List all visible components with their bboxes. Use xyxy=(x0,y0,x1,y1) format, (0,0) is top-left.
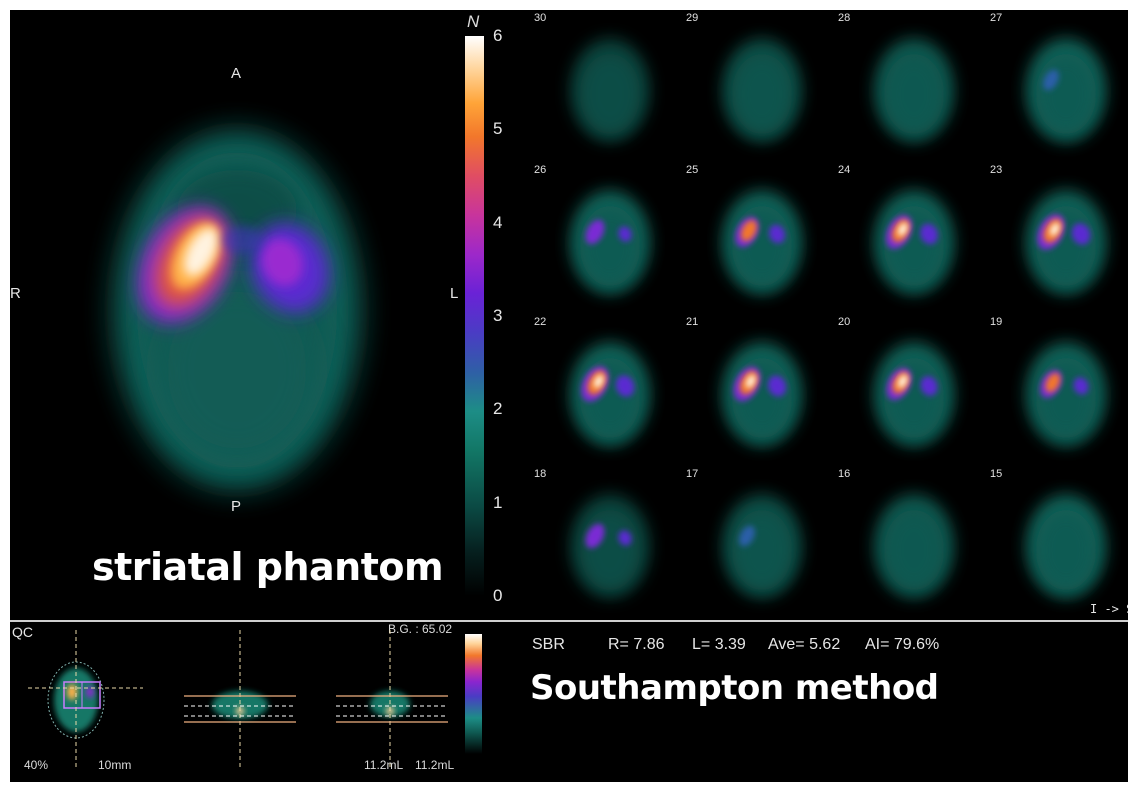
color-scale-tick: 6 xyxy=(493,26,503,45)
results-panel: SBR R= 7.86 L= 3.39 Ave= 5.62 AI= 79.6% … xyxy=(530,622,1128,782)
slice-image xyxy=(570,38,650,142)
slice-image xyxy=(1026,190,1106,294)
slice-number: 23 xyxy=(990,164,1003,176)
sbr-left: L= 3.39 xyxy=(692,636,746,653)
qc-axial-thumbnail[interactable] xyxy=(28,630,168,770)
slice-thumbnail[interactable]: 15 xyxy=(986,466,1128,618)
orientation-right: R xyxy=(10,285,21,302)
axial-brain-image[interactable] xyxy=(10,10,525,620)
slice-number: 22 xyxy=(534,316,547,328)
slice-thumbnail[interactable]: 30 xyxy=(530,10,680,162)
slice-thumbnail[interactable]: 24 xyxy=(834,162,984,314)
qc-sagittal-thumbnail[interactable] xyxy=(322,630,462,770)
threshold-value: 40% xyxy=(24,758,49,772)
slice-thumbnail[interactable]: 25 xyxy=(682,162,832,314)
color-scale-tick: 3 xyxy=(493,306,503,325)
slice-thumbnail[interactable]: 23 xyxy=(986,162,1128,314)
qc-panel: QC B.G. : 65.02 xyxy=(10,622,510,782)
slice-image xyxy=(1026,342,1106,446)
main-axial-view[interactable]: A P R L striatal phantom N 6 5 4 3 2 1 0 xyxy=(10,10,525,620)
slice-number: 19 xyxy=(990,316,1003,328)
slice-thumbnail[interactable]: 27 xyxy=(986,10,1128,162)
slice-number: 17 xyxy=(686,468,699,480)
asymmetry-index: AI= 79.6% xyxy=(865,636,940,653)
color-scale-tick: 2 xyxy=(493,399,503,419)
orientation-anterior: A xyxy=(231,65,242,82)
slice-image xyxy=(1026,494,1106,598)
slice-image xyxy=(874,190,954,294)
slice-image xyxy=(570,342,650,446)
qc-coronal-thumbnail[interactable] xyxy=(170,630,310,770)
slice-number: 27 xyxy=(990,12,1003,24)
slice-thumbnail[interactable]: 17 xyxy=(682,466,832,618)
orientation-posterior: P xyxy=(231,498,242,515)
orientation-left: L xyxy=(450,285,459,302)
slice-image xyxy=(570,190,650,294)
sbr-average: Ave= 5.62 xyxy=(768,636,841,653)
slice-number: 29 xyxy=(686,12,699,24)
slice-image xyxy=(722,494,802,598)
color-scale-bar xyxy=(465,36,484,596)
sbr-right: R= 7.86 xyxy=(608,636,665,653)
slice-image xyxy=(722,342,802,446)
slice-montage[interactable]: I -> S 30 29 28 27 26 25 24 23 22 21 20 19 18 17 16 15 xyxy=(530,10,1128,620)
method-title: Southampton method xyxy=(530,668,939,708)
qc-label: QC xyxy=(12,624,33,640)
slice-number: 18 xyxy=(534,468,547,480)
phantom-title: striatal phantom xyxy=(92,545,444,589)
color-scale-tick: 1 xyxy=(493,492,503,512)
slice-thumbnail[interactable]: 18 xyxy=(530,466,680,618)
slice-thumbnail[interactable]: 28 xyxy=(834,10,984,162)
slice-thumbnail[interactable]: 20 xyxy=(834,314,984,466)
color-scale-tick: 4 xyxy=(493,212,503,232)
slice-thickness: 10mm xyxy=(98,758,132,772)
slice-number: 30 xyxy=(534,12,547,24)
slice-number: 21 xyxy=(686,316,699,328)
slice-image xyxy=(874,38,954,142)
qc-color-scale-bar xyxy=(465,634,482,754)
slice-thumbnail[interactable]: 16 xyxy=(834,466,984,618)
slice-thumbnail[interactable]: 21 xyxy=(682,314,832,466)
slice-image xyxy=(1026,38,1106,142)
color-scale-tick: 5 xyxy=(493,119,503,139)
panel-separator xyxy=(10,620,1128,622)
sbr-label: SBR xyxy=(532,636,565,653)
slice-number: 15 xyxy=(990,468,1003,480)
volume-left: 11.2mL xyxy=(415,758,455,772)
slice-number: 26 xyxy=(534,164,547,176)
color-scale-tick: 0 xyxy=(493,586,503,605)
slice-number: 16 xyxy=(838,468,851,480)
slice-number: 25 xyxy=(686,164,699,176)
slice-thumbnail[interactable]: 19 xyxy=(986,314,1128,466)
slice-number: 24 xyxy=(838,164,851,176)
background-value: B.G. : 65.02 xyxy=(388,622,453,636)
slice-thumbnail[interactable]: 26 xyxy=(530,162,680,314)
volume-right: 11.2mL xyxy=(364,758,404,772)
color-scale-unit: N xyxy=(467,12,480,31)
slice-thumbnail[interactable]: 22 xyxy=(530,314,680,466)
slice-direction-indicator: I -> S xyxy=(1090,602,1128,616)
slice-image xyxy=(722,38,802,142)
slice-thumbnail[interactable]: 29 xyxy=(682,10,832,162)
slice-image xyxy=(874,342,954,446)
slice-image xyxy=(722,190,802,294)
slice-image xyxy=(874,494,954,598)
slice-number: 20 xyxy=(838,316,851,328)
slice-number: 28 xyxy=(838,12,851,24)
slice-image xyxy=(570,494,650,598)
